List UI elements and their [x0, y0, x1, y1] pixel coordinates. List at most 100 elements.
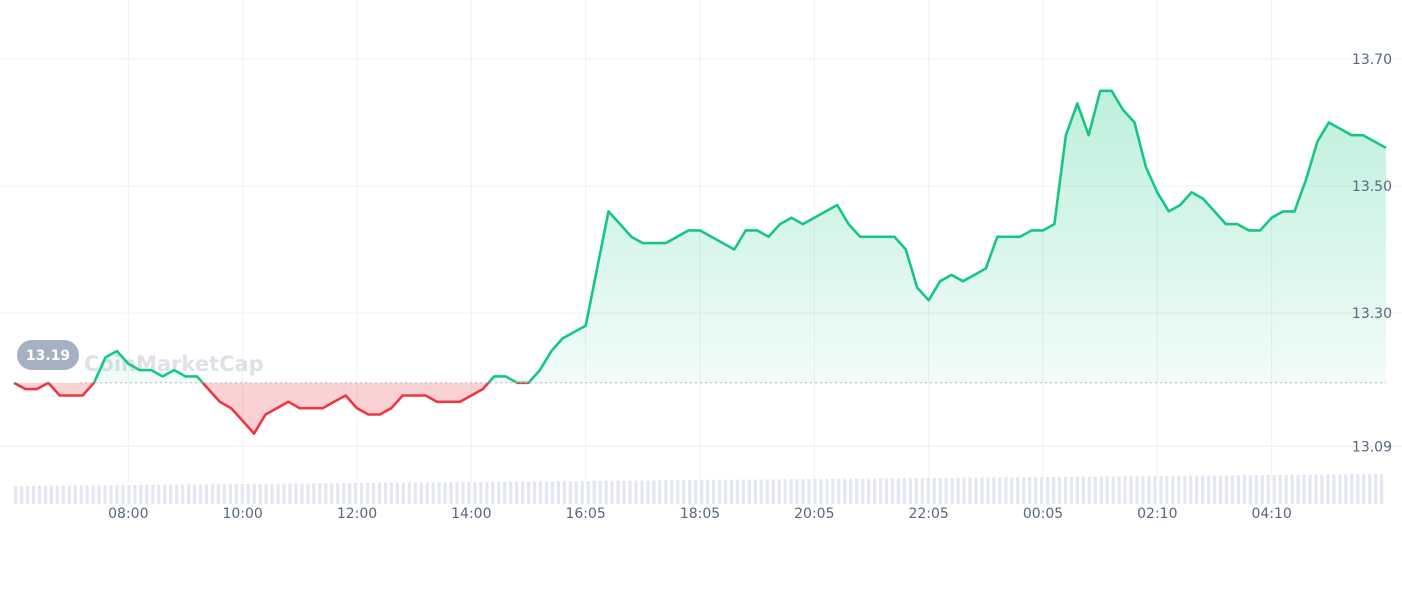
volume-bar [389, 482, 394, 504]
volume-bar [741, 479, 745, 504]
volume-bar [401, 482, 405, 504]
volume-bar [467, 482, 471, 504]
volume-bar [670, 480, 674, 504]
volume-bar [1236, 475, 1241, 504]
baseline-badge: 13.19 [17, 340, 79, 370]
volume-bar [210, 484, 215, 504]
volume-bar [270, 483, 274, 504]
volume-bar [491, 481, 495, 504]
volume-bar [646, 480, 650, 504]
volume-bar [342, 483, 346, 504]
volume-bar [1207, 475, 1211, 504]
volume-bar [1189, 475, 1193, 504]
volume-bar [992, 477, 996, 504]
volume-bar [878, 478, 883, 504]
volume-bar [825, 478, 829, 504]
volume-bar [544, 481, 549, 504]
volume-bar [85, 485, 89, 504]
volume-bar [694, 480, 698, 504]
volume-bar [121, 485, 125, 504]
volume-bar [855, 478, 859, 504]
volume-bar [377, 482, 382, 504]
volume-bar [181, 484, 185, 504]
volume-bar [819, 478, 823, 504]
x-tick-label: 18:05 [680, 506, 720, 522]
volume-bar [1242, 475, 1247, 504]
volume-bar [419, 482, 423, 504]
volume-bar [145, 484, 149, 504]
volume-bar [1063, 476, 1068, 504]
volume-bar [944, 477, 948, 504]
volume-bar [610, 480, 614, 504]
volume-bar [1028, 477, 1032, 504]
volume-bar [157, 484, 161, 504]
volume-bar [1201, 475, 1205, 504]
volume-bar [1087, 476, 1091, 504]
volume-bar [371, 482, 376, 504]
volume-bar [926, 478, 930, 504]
volume-bar [604, 480, 608, 504]
volume-bar [515, 481, 519, 504]
x-tick-label: 10:00 [222, 506, 262, 522]
volume-bar [789, 479, 793, 504]
volume-bar [1230, 475, 1235, 504]
volume-bar [1320, 474, 1324, 504]
volume-bar [717, 479, 722, 504]
volume-bar [1344, 474, 1348, 504]
volume-bar [962, 477, 966, 504]
volume-bar [73, 485, 77, 504]
volume-bar [186, 484, 191, 504]
volume-bar [1051, 476, 1056, 504]
volume-bar [1141, 476, 1145, 504]
volume-bar [807, 479, 811, 504]
volume-bar [950, 477, 954, 504]
volume-bar [1314, 474, 1318, 504]
volume-bar [1308, 474, 1312, 504]
volume-bar [986, 477, 990, 504]
x-axis: 08:00 10:00 12:00 14:00 16:05 18:05 20:05 22:05… [108, 506, 1292, 522]
volume-bar [759, 479, 763, 504]
volume-bar [1075, 476, 1080, 504]
volume-bar [246, 483, 250, 504]
volume-bar [914, 478, 918, 504]
volume-bar [843, 478, 847, 504]
volume-bar [783, 479, 787, 504]
volume-bar [1123, 476, 1127, 504]
volume-bar [652, 480, 656, 504]
volume-bar [437, 482, 441, 504]
volume-bar [479, 481, 483, 504]
volume-bar [55, 485, 59, 504]
volume-bar [1296, 474, 1300, 504]
volume-bar [867, 478, 871, 504]
volume-bar [932, 477, 936, 504]
volume-bar [1213, 475, 1217, 504]
price-line-up [14, 89, 1387, 383]
volume-bar [1153, 476, 1157, 504]
volume-bar [1045, 476, 1050, 504]
volume-bar [884, 478, 889, 504]
volume-bar [473, 481, 477, 504]
volume-bar [252, 483, 256, 504]
volume-bar [682, 480, 686, 504]
volume-bar [872, 478, 877, 504]
volume-bar [234, 484, 238, 504]
volume-bar [1218, 475, 1223, 504]
volume-bar [109, 485, 113, 504]
volume-bar [1147, 476, 1151, 504]
volume-bar [711, 479, 716, 504]
volume-bar [1332, 474, 1336, 504]
x-tick-label: 00:05 [1023, 506, 1063, 522]
volume-bar [43, 485, 48, 504]
volume-bar [67, 485, 71, 504]
volume-bar [1338, 474, 1342, 504]
volume-bar [348, 483, 352, 504]
volume-bar [1284, 474, 1288, 504]
baseline-badge-value: 13.19 [26, 348, 70, 364]
volume-bar [1159, 475, 1163, 504]
volume-bar [938, 477, 942, 504]
area-fill-down [14, 382, 1386, 434]
volume-bar [896, 478, 901, 504]
volume-bar [831, 478, 835, 504]
volume-bar [747, 479, 751, 504]
y-tick-label: 13.70 [1352, 52, 1392, 68]
